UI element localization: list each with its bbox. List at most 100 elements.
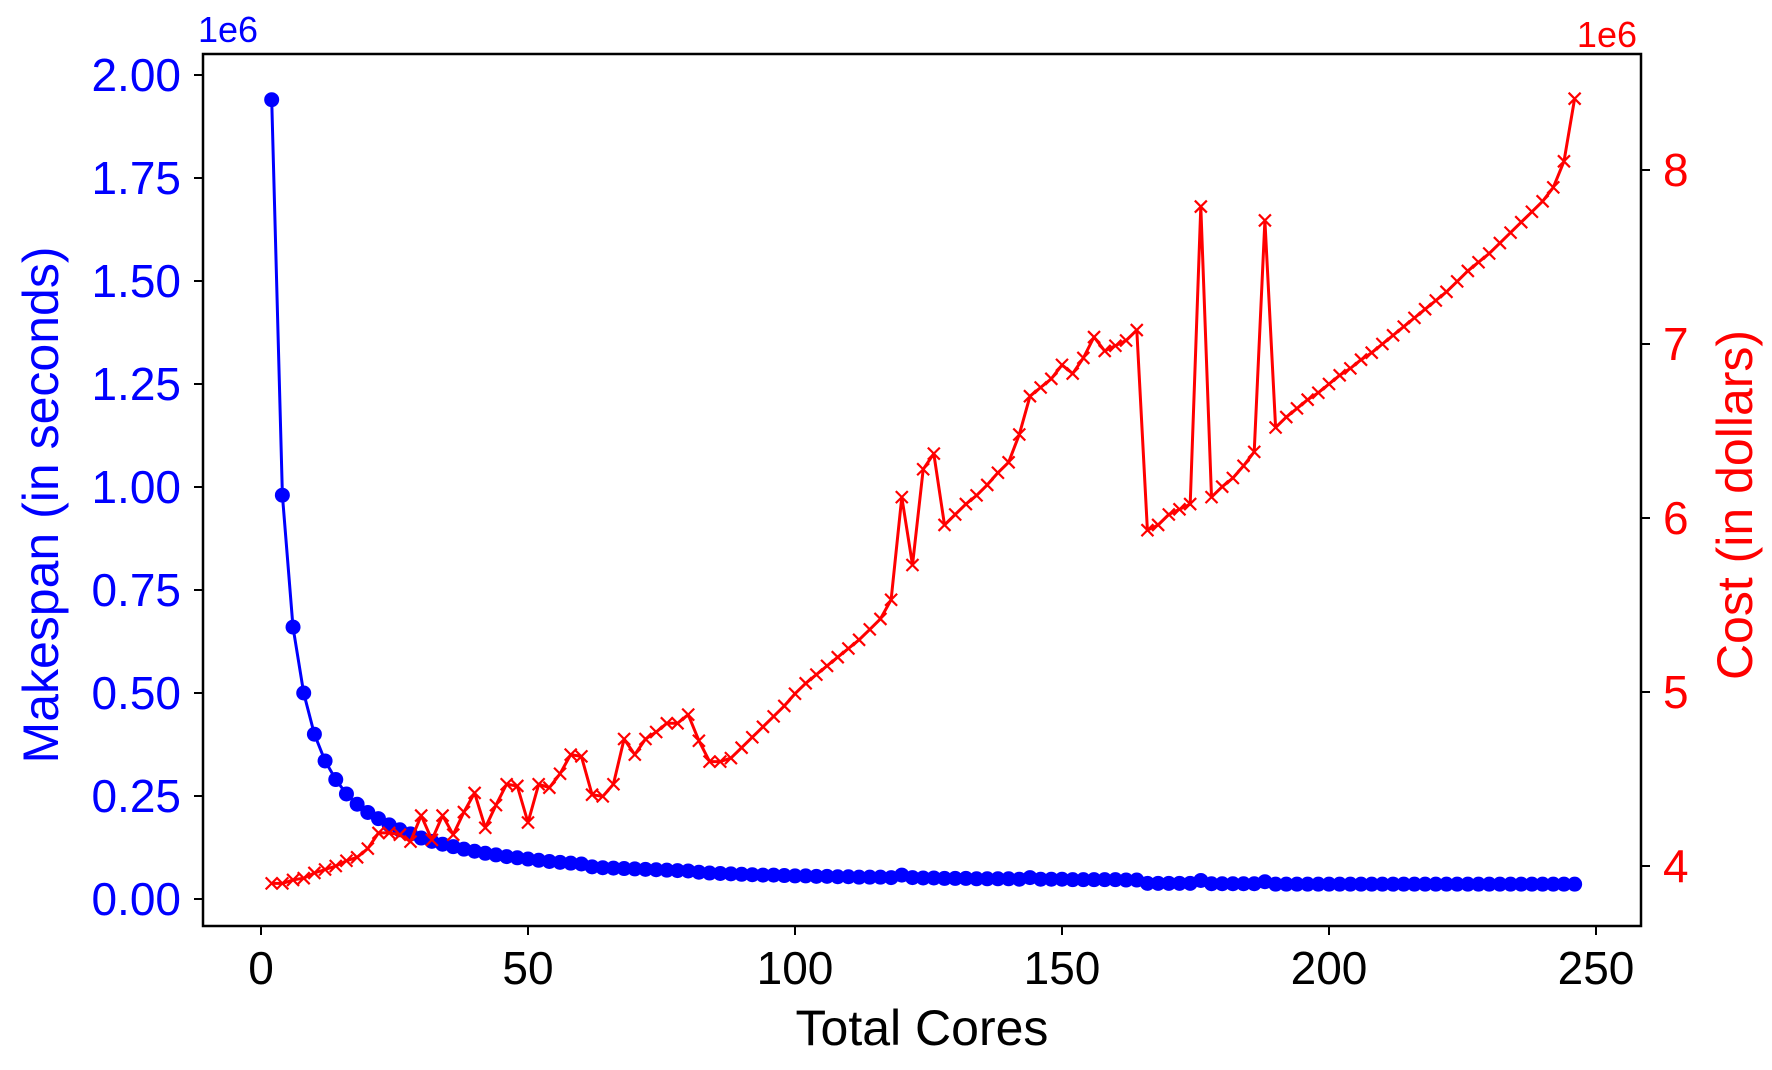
makespan-marker-circle xyxy=(1449,876,1465,892)
makespan-marker-circle xyxy=(1268,876,1284,892)
makespan-marker-circle xyxy=(627,861,643,877)
cost-marker-x xyxy=(1140,523,1155,537)
cost-marker-x xyxy=(809,667,824,682)
cost-marker-x xyxy=(916,462,930,477)
cost-marker-x xyxy=(1396,319,1411,334)
cost-marker-x xyxy=(521,815,535,830)
makespan-marker-circle xyxy=(1171,875,1187,891)
cost-marker-x xyxy=(798,676,813,691)
cost-marker-x xyxy=(628,747,642,762)
makespan-marker-circle xyxy=(1139,875,1155,891)
makespan-marker-circle xyxy=(744,867,760,883)
left-y-tick-label: 0.75 xyxy=(91,564,181,616)
cost-marker-x xyxy=(980,478,995,492)
x-tick-label: 150 xyxy=(1024,942,1101,994)
makespan-line xyxy=(270,99,1575,886)
cost-marker-x xyxy=(1001,455,1016,470)
cost-marker-x xyxy=(1429,293,1443,308)
cost-marker-x xyxy=(403,834,418,849)
cost-marker-x xyxy=(585,787,599,802)
cost-marker-x xyxy=(873,612,888,626)
cost-marker-x xyxy=(510,779,525,793)
makespan-marker-circle xyxy=(1118,872,1134,888)
cost-marker-x xyxy=(1268,420,1283,435)
cost-marker-x xyxy=(1076,351,1091,365)
makespan-series xyxy=(264,92,1583,892)
left-y-tick-label: 0.00 xyxy=(91,873,181,925)
makespan-marker-circle xyxy=(1278,876,1294,892)
makespan-marker-circle xyxy=(969,871,985,887)
makespan-marker-circle xyxy=(840,869,856,885)
left-y-axis-ticks: 0.00 0.25 0.50 0.75 1.00 1.25 1.50 1.75 2.00 xyxy=(91,49,203,925)
cost-marker-x xyxy=(862,622,877,637)
makespan-marker-circle xyxy=(819,868,835,884)
right-y-tick-label: 4 xyxy=(1663,840,1689,892)
cost-marker-x xyxy=(606,777,621,791)
makespan-marker-circle xyxy=(1086,872,1102,888)
x-tick-label: 0 xyxy=(248,942,274,994)
makespan-marker-circle xyxy=(1204,876,1220,892)
makespan-marker-circle xyxy=(1107,872,1123,888)
cost-marker-x xyxy=(275,876,290,891)
cost-marker-x xyxy=(1322,377,1336,391)
x-tick-label: 100 xyxy=(757,942,834,994)
cost-marker-x xyxy=(1172,502,1187,517)
cost-marker-x xyxy=(660,716,674,731)
cost-series xyxy=(264,91,1582,891)
makespan-marker-circle xyxy=(637,861,653,877)
cost-marker-x xyxy=(702,754,717,769)
makespan-marker-circle xyxy=(1236,876,1252,892)
cost-marker-x xyxy=(713,754,728,769)
right-y-tick-label: 5 xyxy=(1663,666,1689,718)
makespan-marker-circle xyxy=(328,772,344,788)
cost-marker-x xyxy=(553,767,567,781)
makespan-marker-circle xyxy=(851,869,867,885)
makespan-marker-circle xyxy=(1321,876,1337,892)
cost-marker-x xyxy=(457,805,471,819)
cost-marker-x xyxy=(1065,366,1080,381)
makespan-marker-circle xyxy=(595,860,611,876)
cost-marker-x xyxy=(841,641,856,656)
cost-marker-x xyxy=(414,808,428,823)
cost-marker-x xyxy=(1300,392,1315,407)
cost-marker-x xyxy=(670,716,685,731)
makespan-marker-circle xyxy=(541,854,557,870)
makespan-marker-circle xyxy=(1353,876,1369,892)
makespan-marker-circle xyxy=(937,870,953,886)
makespan-marker-circle xyxy=(1001,871,1017,887)
cost-marker-x xyxy=(1386,328,1400,343)
cost-marker-x xyxy=(339,854,354,868)
makespan-marker-circle xyxy=(1043,871,1059,887)
cost-marker-x xyxy=(959,497,973,511)
makespan-marker-circle xyxy=(1428,876,1444,892)
cost-marker-x xyxy=(1119,333,1133,348)
makespan-marker-circle xyxy=(702,865,718,881)
cost-marker-x xyxy=(1535,194,1550,209)
cost-marker-x xyxy=(1503,225,1518,240)
cost-marker-x xyxy=(884,593,898,607)
makespan-marker-circle xyxy=(616,861,632,877)
cost-marker-x xyxy=(1055,358,1069,372)
left-y-tick-label: 0.50 xyxy=(91,667,181,719)
cost-marker-x xyxy=(531,777,546,791)
cost-marker-x xyxy=(1194,199,1208,214)
cost-marker-x xyxy=(318,862,332,877)
makespan-marker-circle xyxy=(872,869,888,885)
makespan-marker-circle xyxy=(285,619,301,635)
makespan-marker-circle xyxy=(349,796,365,812)
cost-marker-x xyxy=(1236,459,1251,473)
cost-marker-x xyxy=(1087,330,1101,344)
cost-marker-x xyxy=(777,699,792,713)
cost-marker-x xyxy=(542,780,557,795)
makespan-marker-circle xyxy=(808,868,824,884)
left-y-axis-label: Makespan (in seconds) xyxy=(13,247,69,764)
cost-marker-x xyxy=(820,659,834,673)
makespan-marker-circle xyxy=(1513,876,1529,892)
cost-marker-x xyxy=(681,707,695,722)
cost-marker-x xyxy=(296,871,311,885)
makespan-marker-circle xyxy=(1374,876,1390,892)
makespan-marker-circle xyxy=(1214,876,1230,892)
makespan-marker-circle xyxy=(1438,876,1454,892)
plot-frame xyxy=(201,52,1643,928)
